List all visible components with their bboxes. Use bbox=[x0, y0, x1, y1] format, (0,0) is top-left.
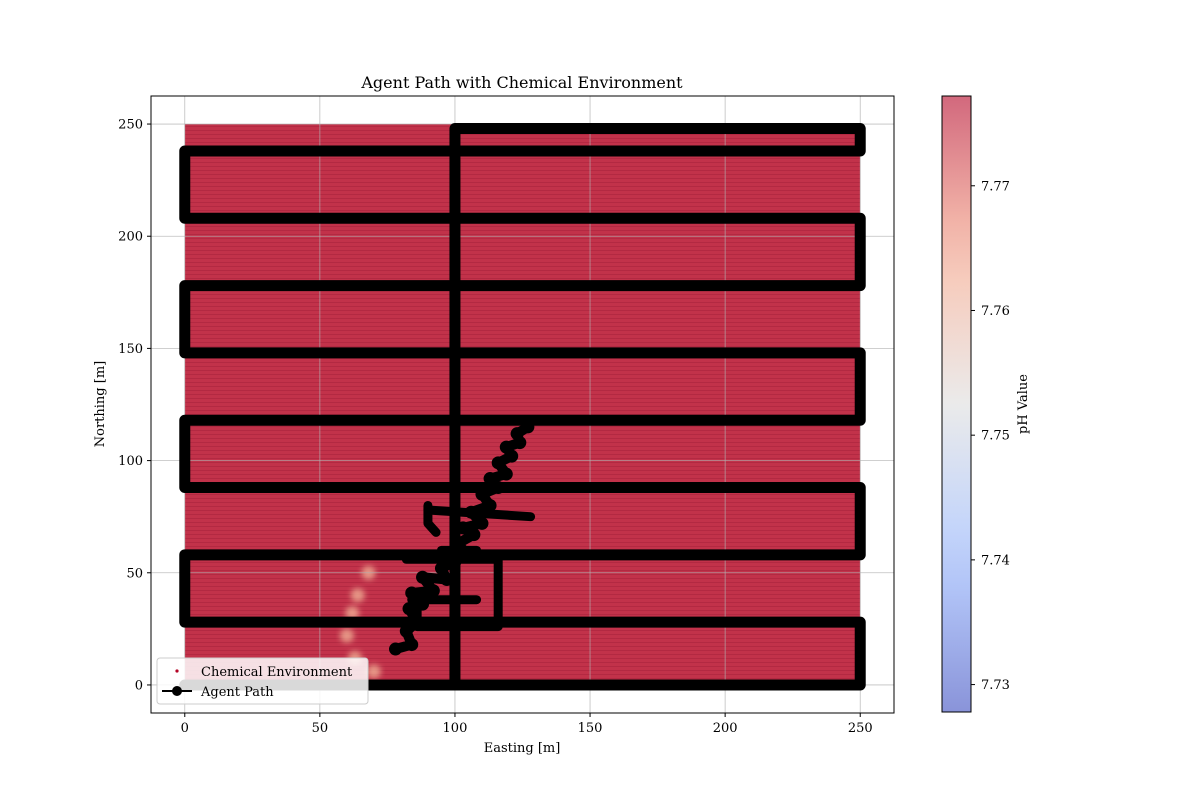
x-tick-label: 200 bbox=[713, 721, 738, 736]
agent-path-point bbox=[426, 584, 440, 598]
ph-plume-blob bbox=[366, 664, 381, 679]
agent-path-point bbox=[399, 624, 413, 638]
chemical-environment-layer bbox=[184, 124, 861, 685]
agent-path-point bbox=[456, 521, 470, 535]
y-tick-label: 250 bbox=[118, 118, 143, 133]
chart-title: Agent Path with Chemical Environment bbox=[360, 73, 683, 92]
agent-path-point bbox=[483, 472, 497, 486]
colorbar-frame bbox=[941, 95, 972, 713]
agent-path-survey-line bbox=[179, 123, 866, 691]
colorbar-bar bbox=[942, 96, 971, 712]
agent-path-point bbox=[416, 570, 430, 584]
agent-path-point bbox=[521, 420, 535, 434]
colorbar-tick-label: 7.77 bbox=[981, 179, 1010, 194]
colorbar-tick-label: 7.73 bbox=[981, 678, 1010, 693]
x-tick-label: 150 bbox=[578, 721, 603, 736]
agent-path-point bbox=[440, 573, 454, 587]
legend: Chemical Environment Agent Path bbox=[156, 657, 369, 705]
agent-path-point bbox=[451, 537, 465, 551]
y-tick-label: 0 bbox=[135, 678, 143, 693]
plot-area bbox=[151, 96, 894, 713]
agent-path-point bbox=[405, 638, 419, 652]
agent-path-point bbox=[510, 427, 524, 441]
x-axis-label: Easting [m] bbox=[484, 741, 561, 756]
y-tick-label: 50 bbox=[126, 566, 143, 581]
agent-path-point bbox=[434, 561, 448, 575]
legend-agent-path-marker bbox=[172, 686, 182, 696]
legend-chemical-environment-label: Chemical Environment bbox=[201, 665, 353, 680]
agent-path-point bbox=[459, 546, 473, 560]
legend-box bbox=[156, 657, 369, 705]
agent-path-point bbox=[491, 456, 505, 470]
agent-path-excursion-line bbox=[423, 500, 441, 537]
colorbar-tick-label: 7.74 bbox=[981, 553, 1010, 568]
agent-path-point bbox=[464, 505, 478, 519]
agent-path-point bbox=[467, 528, 481, 542]
agent-path-point bbox=[475, 487, 489, 501]
agent-path-point bbox=[416, 597, 430, 611]
y-axis: 0 50 100 150 200 250 bbox=[118, 118, 151, 693]
agent-path-point bbox=[491, 481, 505, 495]
x-tick-label: 0 bbox=[181, 721, 189, 736]
colorbar-ticks: 7.73 7.74 7.75 7.76 7.77 bbox=[971, 179, 1010, 693]
colorbar-tick-label: 7.75 bbox=[981, 429, 1010, 444]
agent-path-series bbox=[179, 123, 866, 691]
x-tick-label: 250 bbox=[848, 721, 873, 736]
agent-path-point bbox=[499, 440, 513, 454]
agent-path-point bbox=[405, 586, 419, 600]
agent-path-point bbox=[443, 548, 457, 562]
y-tick-label: 100 bbox=[118, 454, 143, 469]
agent-path-point bbox=[389, 642, 403, 656]
agent-path-point bbox=[475, 516, 489, 530]
plot-frame bbox=[150, 95, 895, 714]
ph-plume-blob bbox=[339, 628, 354, 643]
agent-path-point bbox=[483, 498, 497, 512]
legend-agent-path-label: Agent Path bbox=[200, 685, 274, 700]
agent-path-point bbox=[499, 467, 513, 481]
legend-chemical-environment-marker bbox=[175, 669, 179, 673]
y-axis-label: Northing [m] bbox=[93, 361, 108, 447]
colorbar-label: pH Value bbox=[1016, 374, 1031, 434]
colorbar-tick-label: 7.76 bbox=[981, 304, 1010, 319]
agent-path-point bbox=[410, 615, 424, 629]
y-tick-label: 200 bbox=[118, 230, 143, 245]
agent-path-point bbox=[402, 602, 416, 616]
ph-plume-blob bbox=[350, 588, 365, 603]
x-axis: 0 50 100 150 200 250 bbox=[181, 713, 873, 736]
colorbar: 7.73 7.74 7.75 7.76 7.77 pH Value bbox=[941, 95, 1031, 713]
chemical-environment-field bbox=[184, 124, 861, 685]
y-tick-label: 150 bbox=[118, 342, 143, 357]
x-tick-label: 100 bbox=[443, 721, 468, 736]
x-tick-label: 50 bbox=[312, 721, 329, 736]
